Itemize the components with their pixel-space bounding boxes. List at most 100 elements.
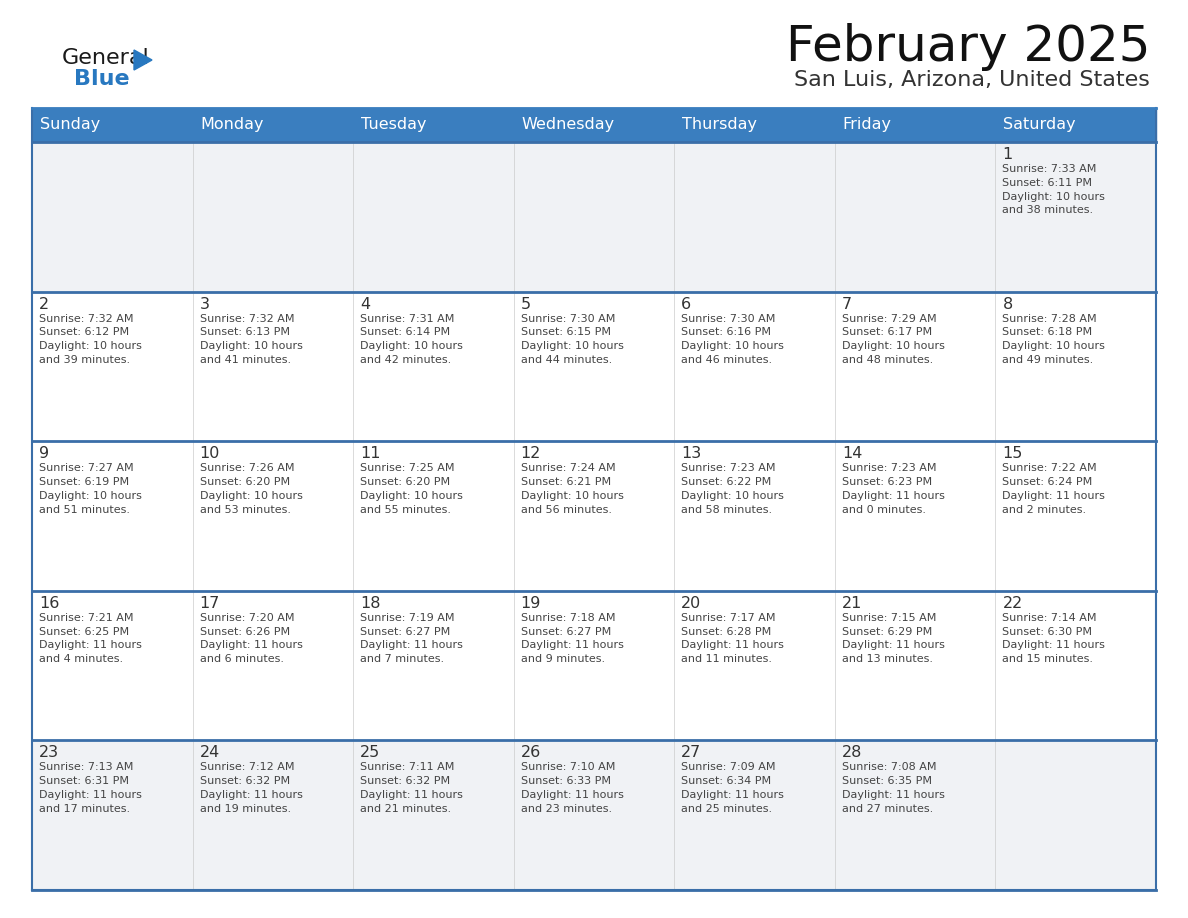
Text: Sunrise: 7:29 AM: Sunrise: 7:29 AM — [842, 314, 936, 324]
Text: and 49 minutes.: and 49 minutes. — [1003, 355, 1094, 365]
Bar — [32, 591, 1156, 741]
Bar — [996, 108, 1156, 142]
Text: Sunset: 6:23 PM: Sunset: 6:23 PM — [842, 477, 931, 487]
Text: Sunset: 6:16 PM: Sunset: 6:16 PM — [681, 328, 771, 338]
Text: 28: 28 — [842, 745, 862, 760]
Text: and 55 minutes.: and 55 minutes. — [360, 505, 451, 515]
Text: Sunset: 6:15 PM: Sunset: 6:15 PM — [520, 328, 611, 338]
Bar — [353, 108, 513, 142]
Text: Sunset: 6:11 PM: Sunset: 6:11 PM — [1003, 178, 1093, 188]
Text: Daylight: 11 hours: Daylight: 11 hours — [200, 641, 303, 650]
Text: Daylight: 10 hours: Daylight: 10 hours — [39, 341, 141, 352]
Text: Sunset: 6:20 PM: Sunset: 6:20 PM — [200, 477, 290, 487]
Text: Blue: Blue — [74, 69, 129, 89]
Text: Daylight: 11 hours: Daylight: 11 hours — [520, 790, 624, 800]
Text: Daylight: 10 hours: Daylight: 10 hours — [360, 491, 463, 501]
Text: Sunrise: 7:19 AM: Sunrise: 7:19 AM — [360, 613, 455, 622]
Text: General: General — [62, 48, 150, 68]
Text: 1: 1 — [1003, 147, 1012, 162]
Text: Sunrise: 7:17 AM: Sunrise: 7:17 AM — [681, 613, 776, 622]
Polygon shape — [134, 50, 152, 70]
Text: and 19 minutes.: and 19 minutes. — [200, 804, 291, 813]
Text: 13: 13 — [681, 446, 702, 461]
Text: 8: 8 — [1003, 297, 1012, 311]
Text: Sunset: 6:17 PM: Sunset: 6:17 PM — [842, 328, 931, 338]
Text: Daylight: 11 hours: Daylight: 11 hours — [1003, 491, 1105, 501]
Text: and 53 minutes.: and 53 minutes. — [200, 505, 291, 515]
Bar — [835, 108, 996, 142]
Text: 20: 20 — [681, 596, 702, 610]
Text: and 46 minutes.: and 46 minutes. — [681, 355, 772, 365]
Text: Daylight: 11 hours: Daylight: 11 hours — [39, 790, 141, 800]
Text: 2: 2 — [39, 297, 49, 311]
Text: Daylight: 10 hours: Daylight: 10 hours — [520, 341, 624, 352]
Text: San Luis, Arizona, United States: San Luis, Arizona, United States — [794, 70, 1150, 90]
Text: Sunrise: 7:23 AM: Sunrise: 7:23 AM — [842, 464, 936, 473]
Text: 9: 9 — [39, 446, 49, 461]
Text: Daylight: 10 hours: Daylight: 10 hours — [200, 341, 303, 352]
Bar — [675, 108, 835, 142]
Text: 5: 5 — [520, 297, 531, 311]
Text: 23: 23 — [39, 745, 59, 760]
Text: and 13 minutes.: and 13 minutes. — [842, 655, 933, 665]
Text: Sunset: 6:32 PM: Sunset: 6:32 PM — [200, 777, 290, 786]
Text: Sunset: 6:12 PM: Sunset: 6:12 PM — [39, 328, 129, 338]
Text: Daylight: 10 hours: Daylight: 10 hours — [1003, 192, 1105, 202]
Text: Sunset: 6:27 PM: Sunset: 6:27 PM — [360, 627, 450, 636]
Text: Daylight: 11 hours: Daylight: 11 hours — [1003, 641, 1105, 650]
Text: Sunrise: 7:28 AM: Sunrise: 7:28 AM — [1003, 314, 1097, 324]
Text: Sunset: 6:28 PM: Sunset: 6:28 PM — [681, 627, 771, 636]
Bar — [32, 292, 1156, 442]
Bar — [32, 741, 1156, 890]
Text: Sunrise: 7:11 AM: Sunrise: 7:11 AM — [360, 763, 455, 772]
Text: 10: 10 — [200, 446, 220, 461]
Text: and 27 minutes.: and 27 minutes. — [842, 804, 933, 813]
Text: Sunset: 6:18 PM: Sunset: 6:18 PM — [1003, 328, 1093, 338]
Text: Daylight: 11 hours: Daylight: 11 hours — [842, 491, 944, 501]
Text: Sunrise: 7:30 AM: Sunrise: 7:30 AM — [681, 314, 776, 324]
Text: Daylight: 11 hours: Daylight: 11 hours — [681, 641, 784, 650]
Text: Sunrise: 7:22 AM: Sunrise: 7:22 AM — [1003, 464, 1097, 473]
Text: Sunrise: 7:30 AM: Sunrise: 7:30 AM — [520, 314, 615, 324]
Text: Daylight: 11 hours: Daylight: 11 hours — [842, 641, 944, 650]
Text: Tuesday: Tuesday — [361, 118, 426, 132]
Text: 3: 3 — [200, 297, 209, 311]
Text: and 39 minutes.: and 39 minutes. — [39, 355, 131, 365]
Text: and 2 minutes.: and 2 minutes. — [1003, 505, 1087, 515]
Text: 18: 18 — [360, 596, 380, 610]
Text: and 25 minutes.: and 25 minutes. — [681, 804, 772, 813]
Text: 25: 25 — [360, 745, 380, 760]
Text: 21: 21 — [842, 596, 862, 610]
Text: Sunset: 6:13 PM: Sunset: 6:13 PM — [200, 328, 290, 338]
Text: and 4 minutes.: and 4 minutes. — [39, 655, 124, 665]
Text: 27: 27 — [681, 745, 702, 760]
Text: 16: 16 — [39, 596, 59, 610]
Text: Sunday: Sunday — [40, 118, 100, 132]
Text: Daylight: 10 hours: Daylight: 10 hours — [200, 491, 303, 501]
Text: Sunset: 6:31 PM: Sunset: 6:31 PM — [39, 777, 129, 786]
Text: and 17 minutes.: and 17 minutes. — [39, 804, 131, 813]
Text: Sunrise: 7:32 AM: Sunrise: 7:32 AM — [200, 314, 295, 324]
Text: and 6 minutes.: and 6 minutes. — [200, 655, 284, 665]
Text: 4: 4 — [360, 297, 371, 311]
Text: Friday: Friday — [842, 118, 892, 132]
Text: Daylight: 11 hours: Daylight: 11 hours — [360, 790, 463, 800]
Text: Sunrise: 7:25 AM: Sunrise: 7:25 AM — [360, 464, 455, 473]
Bar — [192, 108, 353, 142]
Text: Daylight: 10 hours: Daylight: 10 hours — [681, 491, 784, 501]
Text: 7: 7 — [842, 297, 852, 311]
Text: Daylight: 10 hours: Daylight: 10 hours — [1003, 341, 1105, 352]
Text: Monday: Monday — [201, 118, 264, 132]
Text: Sunset: 6:30 PM: Sunset: 6:30 PM — [1003, 627, 1093, 636]
Bar — [32, 108, 192, 142]
Text: Sunset: 6:24 PM: Sunset: 6:24 PM — [1003, 477, 1093, 487]
Text: and 38 minutes.: and 38 minutes. — [1003, 206, 1093, 216]
Text: and 44 minutes.: and 44 minutes. — [520, 355, 612, 365]
Text: Sunset: 6:26 PM: Sunset: 6:26 PM — [200, 627, 290, 636]
Text: Sunrise: 7:14 AM: Sunrise: 7:14 AM — [1003, 613, 1097, 622]
Text: Sunrise: 7:33 AM: Sunrise: 7:33 AM — [1003, 164, 1097, 174]
Text: Sunset: 6:34 PM: Sunset: 6:34 PM — [681, 777, 771, 786]
Text: and 58 minutes.: and 58 minutes. — [681, 505, 772, 515]
Text: Sunrise: 7:23 AM: Sunrise: 7:23 AM — [681, 464, 776, 473]
Text: and 41 minutes.: and 41 minutes. — [200, 355, 291, 365]
